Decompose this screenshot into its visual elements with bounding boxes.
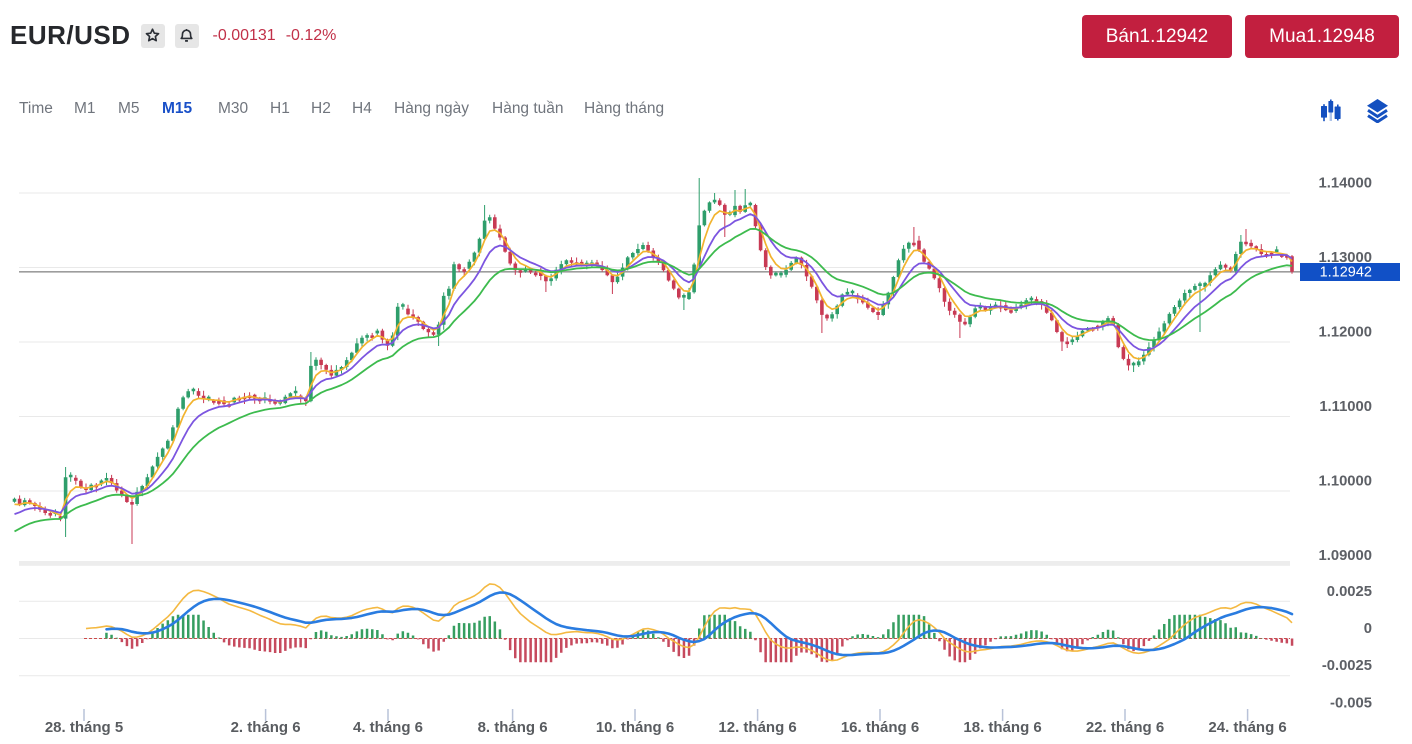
- svg-text:1.09000: 1.09000: [1319, 548, 1373, 564]
- svg-text:18. tháng 6: 18. tháng 6: [963, 719, 1041, 736]
- svg-text:4. tháng 6: 4. tháng 6: [353, 719, 423, 736]
- svg-text:0.0025: 0.0025: [1327, 584, 1372, 600]
- svg-text:16. tháng 6: 16. tháng 6: [841, 719, 919, 736]
- svg-text:1.12000: 1.12000: [1319, 325, 1373, 341]
- svg-text:28. tháng 5: 28. tháng 5: [45, 719, 123, 736]
- svg-text:-0.0025: -0.0025: [1322, 658, 1372, 674]
- svg-text:22. tháng 6: 22. tháng 6: [1086, 719, 1164, 736]
- svg-text:1.10000: 1.10000: [1319, 474, 1373, 490]
- svg-text:24. tháng 6: 24. tháng 6: [1208, 719, 1286, 736]
- svg-text:8. tháng 6: 8. tháng 6: [478, 719, 548, 736]
- svg-text:2. tháng 6: 2. tháng 6: [231, 719, 301, 736]
- svg-text:0: 0: [1364, 621, 1372, 637]
- svg-text:1.12942: 1.12942: [1320, 265, 1372, 281]
- svg-text:1.13000: 1.13000: [1319, 250, 1373, 266]
- svg-text:1.14000: 1.14000: [1319, 176, 1373, 192]
- svg-text:12. tháng 6: 12. tháng 6: [718, 719, 796, 736]
- svg-text:1.11000: 1.11000: [1319, 399, 1372, 415]
- svg-text:10. tháng 6: 10. tháng 6: [596, 719, 674, 736]
- svg-text:-0.005: -0.005: [1330, 695, 1372, 711]
